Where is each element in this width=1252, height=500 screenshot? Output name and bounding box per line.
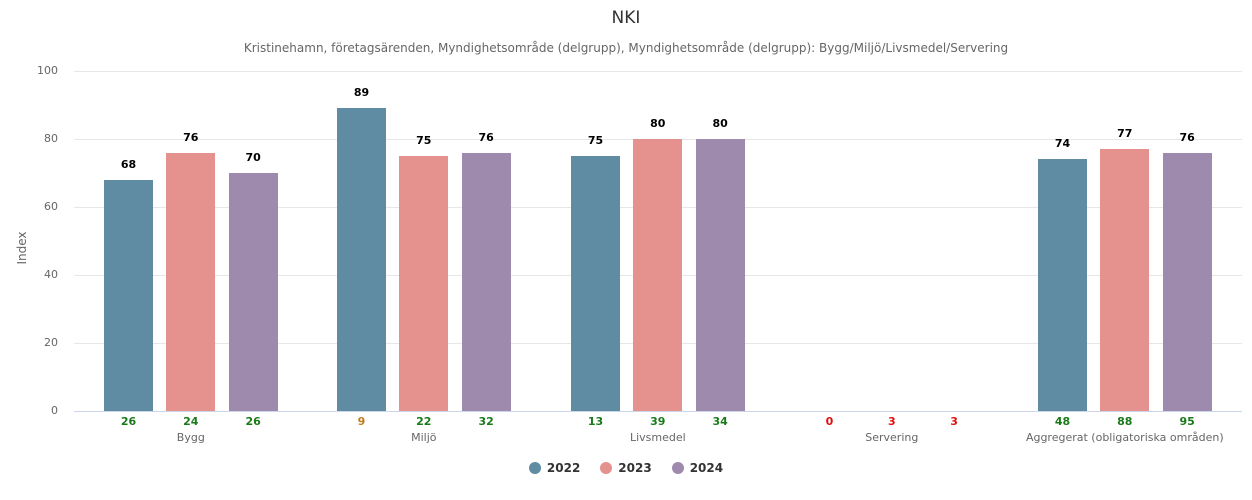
bar-2022-2[interactable] (571, 156, 620, 411)
chart-title: NKI (611, 8, 641, 28)
legend-marker-icon (600, 462, 613, 474)
legend-label: 2024 (689, 461, 724, 475)
y-axis-label: Index (15, 231, 29, 265)
sample-size-label: 0 (825, 415, 834, 428)
sample-size-label: 88 (1117, 415, 1133, 428)
category-label: Bygg (176, 431, 205, 444)
x-axis-line (74, 411, 1242, 412)
legend-item-2024[interactable]: 2024 (671, 461, 724, 475)
sample-size-label: 39 (650, 415, 666, 428)
sample-size-label: 3 (887, 415, 896, 428)
category-label: Miljö (411, 431, 437, 444)
bar-value-label: 68 (120, 157, 137, 171)
bar-2023-1[interactable] (399, 156, 449, 411)
sample-size-label: 26 (120, 415, 137, 428)
sample-size-label: 22 (416, 415, 432, 428)
legend-item-2023[interactable]: 2023 (600, 461, 652, 475)
sample-size-label: 9 (357, 415, 366, 428)
bar-2022-1[interactable] (337, 108, 386, 411)
sample-size-label: 3 (950, 415, 958, 428)
bar-2022-4[interactable] (1038, 159, 1087, 411)
sample-size-label: 26 (245, 415, 261, 428)
y-tick-label: 40 (44, 268, 58, 281)
bar-value-label: 80 (650, 117, 666, 130)
legend-marker-icon (671, 462, 684, 474)
legend-label: 2023 (618, 461, 652, 475)
y-tick-label: 20 (44, 336, 58, 349)
bar-value-label: 75 (587, 134, 604, 147)
bar-value-label: 76 (183, 130, 199, 144)
legend: 2022 2023 2024 (0, 461, 1252, 475)
bar-2024-2[interactable] (695, 139, 745, 411)
bar-value-label: 89 (353, 86, 370, 100)
bar-2023-4[interactable] (1100, 149, 1150, 411)
sample-size-label: 48 (1054, 415, 1071, 428)
bar-value-label: 75 (416, 134, 432, 147)
bar-value-label: 77 (1117, 127, 1133, 141)
y-tick-label: 60 (44, 200, 58, 213)
sample-size-label: 34 (712, 415, 728, 428)
y-tick-label: 80 (44, 132, 58, 145)
y-tick-label: 0 (51, 404, 58, 417)
bar-value-label: 74 (1054, 137, 1071, 151)
sample-size-label: 95 (1179, 415, 1195, 428)
sample-size-label: 24 (183, 415, 199, 428)
bar-value-label: 76 (1179, 130, 1195, 144)
bar-2023-2[interactable] (633, 139, 683, 411)
bar-2024-1[interactable] (461, 152, 511, 411)
sample-size-label: 13 (587, 415, 604, 428)
bar-2022-0[interactable] (104, 179, 153, 411)
y-tick-label: 100 (37, 64, 58, 77)
bar-2023-0[interactable] (166, 152, 216, 411)
bar-2024-0[interactable] (228, 173, 278, 411)
bar-value-label: 80 (712, 117, 728, 130)
bar-value-label: 76 (478, 130, 494, 144)
sample-size-label: 32 (478, 415, 494, 428)
legend-item-2022[interactable]: 2022 (528, 461, 581, 475)
legend-label: 2022 (546, 461, 581, 475)
category-label: Livsmedel (629, 431, 686, 444)
bar-value-label: 70 (245, 151, 261, 164)
category-label: Aggregerat (obligatoriska områden) (1025, 431, 1224, 444)
chart-subtitle: Kristinehamn, företagsärenden, Myndighet… (243, 41, 1009, 55)
category-label: Servering (865, 431, 919, 444)
bar-2024-4[interactable] (1162, 152, 1212, 411)
gridline (74, 71, 1242, 72)
legend-marker-icon (528, 462, 541, 474)
